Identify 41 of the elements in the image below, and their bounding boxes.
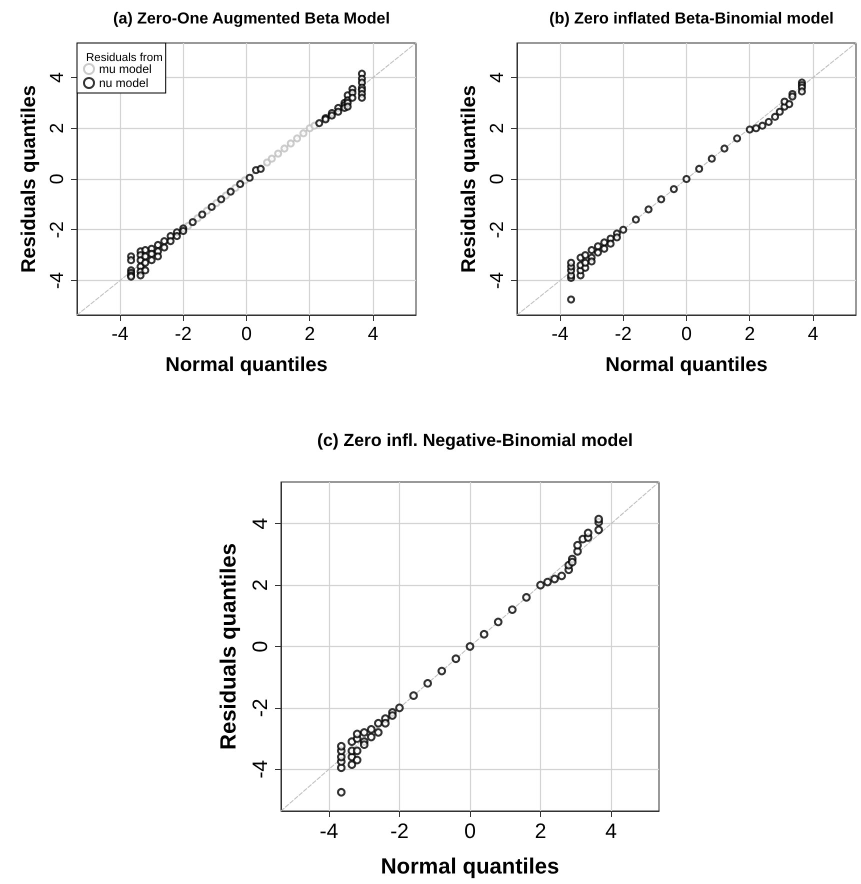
x-tick-label: 2 xyxy=(744,324,756,345)
legend-title: Residuals from xyxy=(86,52,163,64)
y-tick-label: 0 xyxy=(249,640,272,652)
x-axis-title: Normal quantiles xyxy=(165,354,328,376)
chart-title: (b) Zero inflated Beta-Binomial model xyxy=(549,10,834,28)
y-tick-label: 2 xyxy=(47,122,68,134)
y-axis-title: Residuals quantiles xyxy=(216,543,241,750)
chart-title: (c) Zero infl. Negative-Binomial model xyxy=(317,430,633,450)
y-tick-label: 4 xyxy=(249,518,272,530)
x-tick-label: 2 xyxy=(534,820,546,843)
x-tick-label: 0 xyxy=(464,820,476,843)
x-axis-title: Normal quantiles xyxy=(380,854,560,878)
x-tick-label: 4 xyxy=(808,324,819,345)
x-tick-label: -2 xyxy=(390,820,409,843)
y-tick-label: -4 xyxy=(249,760,272,779)
x-tick-label: 2 xyxy=(304,324,316,345)
legend-label: mu model xyxy=(99,62,152,76)
y-tick-label: 4 xyxy=(47,72,68,83)
x-axis-title: Normal quantiles xyxy=(605,354,768,376)
y-tick-label: 2 xyxy=(487,122,508,134)
legend-label: nu model xyxy=(99,76,148,90)
x-tick-label: 0 xyxy=(681,324,692,345)
y-axis-title: Residuals quantiles xyxy=(458,85,480,273)
y-tick-label: -4 xyxy=(47,272,68,289)
x-tick-label: -2 xyxy=(174,324,192,345)
x-tick-label: 4 xyxy=(368,324,379,345)
y-tick-label: -2 xyxy=(47,221,68,238)
y-tick-label: 2 xyxy=(249,579,272,591)
x-tick-label: -2 xyxy=(614,324,632,345)
y-tick-label: -4 xyxy=(487,272,508,289)
y-tick-label: 0 xyxy=(47,174,68,184)
x-tick-label: -4 xyxy=(552,324,569,345)
y-tick-label: -2 xyxy=(487,221,508,238)
y-tick-label: -2 xyxy=(249,698,272,718)
x-tick-label: -4 xyxy=(112,324,129,345)
chart-title: (a) Zero-One Augmented Beta Model xyxy=(113,10,390,28)
y-tick-label: 4 xyxy=(487,72,508,83)
x-tick-label: 4 xyxy=(605,820,617,843)
y-tick-label: 0 xyxy=(487,174,508,184)
x-tick-label: -4 xyxy=(320,820,338,843)
y-axis-title: Residuals quantiles xyxy=(18,85,40,273)
